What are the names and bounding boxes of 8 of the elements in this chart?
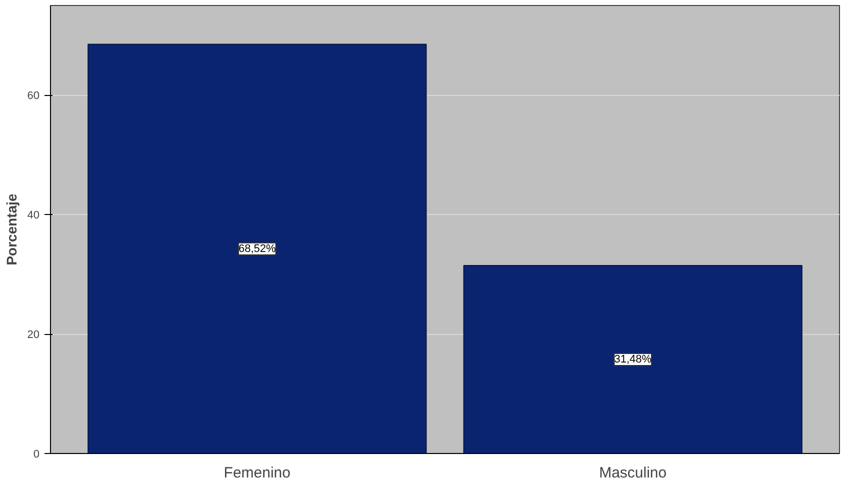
y-axis-title: Porcentaje [3,193,20,266]
y-tick-label: 60 [27,90,40,102]
y-tick-label: 20 [27,329,40,342]
x-tick-label: Masculino [599,464,667,482]
data-label: 68,52% [238,242,276,255]
x-tick-label: Femenino [224,464,290,482]
y-tick-label: 0 [33,448,40,460]
y-tick-label: 40 [27,210,40,222]
